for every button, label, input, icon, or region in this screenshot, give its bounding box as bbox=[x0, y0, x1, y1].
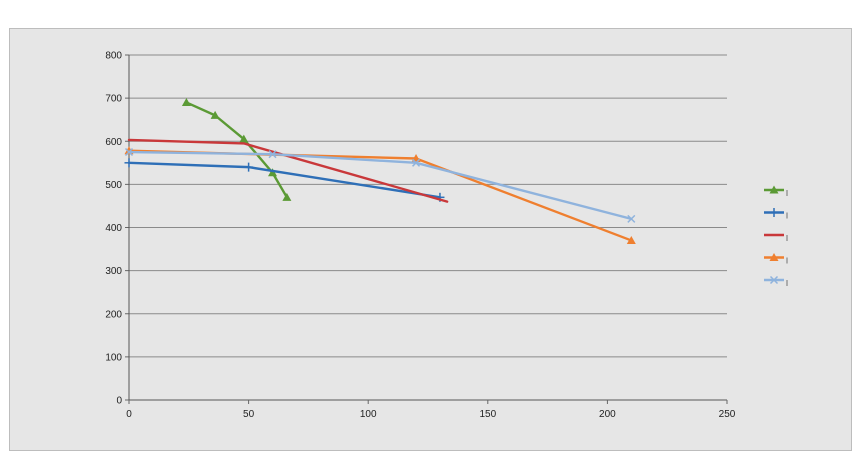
series-2-point-1 bbox=[124, 158, 134, 168]
legend bbox=[764, 185, 788, 286]
series-1-line bbox=[185, 101, 289, 199]
series-5-point-3 bbox=[412, 158, 421, 167]
series-lines bbox=[124, 97, 636, 244]
y-tick-label: 700 bbox=[105, 94, 122, 105]
series-4-line bbox=[127, 149, 633, 242]
legend-swatch-marker bbox=[769, 185, 779, 194]
y-tick-label: 800 bbox=[105, 51, 122, 62]
y-tick-label: 100 bbox=[105, 352, 122, 363]
legend-entry-4 bbox=[764, 253, 788, 264]
y-tick-labels: 0 100 200 300 400 500 600 700 800 bbox=[105, 51, 122, 407]
legend-entry-2 bbox=[764, 208, 788, 219]
legend-swatch-marker bbox=[769, 275, 779, 285]
x-tick-label: 50 bbox=[243, 409, 255, 420]
x-tick-label: 200 bbox=[599, 409, 616, 420]
series-1-point-5 bbox=[282, 192, 292, 201]
series-1-point-2 bbox=[210, 110, 220, 119]
series-5-line bbox=[127, 150, 633, 221]
series-1-point-4 bbox=[268, 168, 278, 177]
grid-lines bbox=[129, 54, 727, 358]
y-tick-label: 300 bbox=[105, 266, 122, 277]
y-tick-label: 0 bbox=[116, 396, 122, 407]
legend-entry-3 bbox=[764, 233, 788, 241]
series-5-point-2 bbox=[268, 150, 277, 159]
series-3-line bbox=[127, 138, 449, 203]
y-tick-label: 600 bbox=[105, 137, 122, 148]
y-tick-label: 400 bbox=[105, 223, 122, 234]
axes bbox=[125, 54, 728, 404]
legend-entry-5 bbox=[764, 275, 788, 286]
x-tick-label: 150 bbox=[479, 409, 496, 420]
legend-swatch-marker bbox=[769, 253, 779, 261]
legend-swatch-marker bbox=[769, 208, 779, 217]
legend-entry-1 bbox=[764, 185, 788, 196]
series-1-point-1 bbox=[181, 97, 191, 106]
series-1-point-3 bbox=[239, 134, 249, 143]
x-tick-labels: 0 50 100 150 200 250 bbox=[126, 409, 736, 420]
y-tick-label: 500 bbox=[105, 180, 122, 191]
series-5-point-1 bbox=[124, 148, 134, 157]
x-tick-label: 0 bbox=[126, 409, 132, 420]
y-tick-label: 200 bbox=[105, 309, 122, 320]
series-2-point-2 bbox=[244, 162, 254, 172]
series-4-point-3 bbox=[626, 235, 636, 244]
x-tick-label: 250 bbox=[719, 409, 736, 420]
series-5-point-4 bbox=[627, 214, 636, 223]
x-tick-label: 100 bbox=[360, 409, 377, 420]
